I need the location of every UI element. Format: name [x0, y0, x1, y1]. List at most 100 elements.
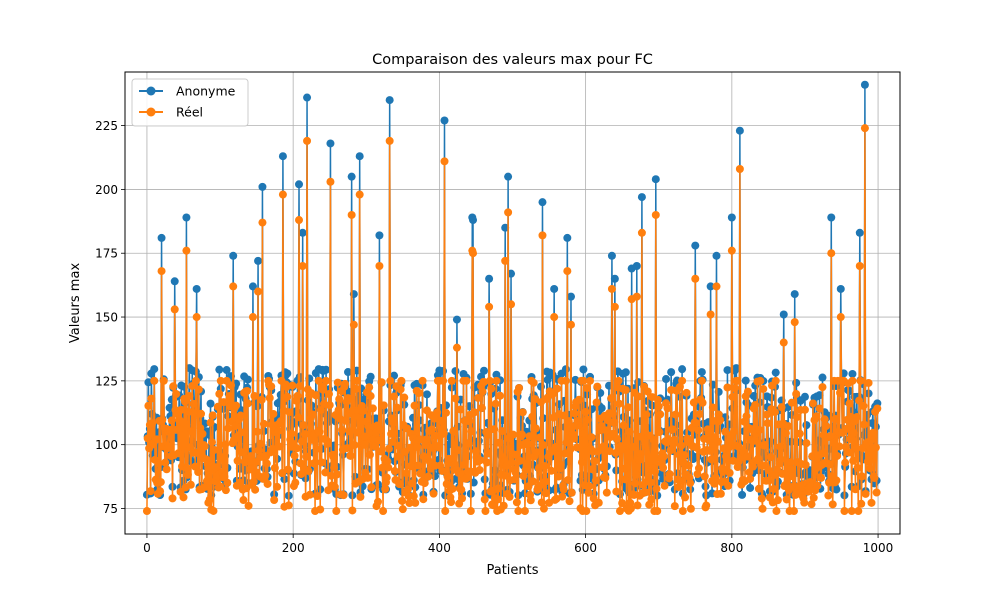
- data-point: [741, 376, 750, 385]
- data-point: [634, 392, 643, 401]
- data-point: [815, 391, 824, 400]
- data-point: [225, 391, 234, 400]
- data-point: [856, 376, 865, 385]
- data-point: [562, 438, 571, 447]
- data-point: [651, 210, 660, 219]
- data-point: [711, 473, 720, 482]
- data-point: [254, 256, 263, 265]
- data-point: [514, 507, 523, 516]
- data-point: [795, 429, 804, 438]
- data-point: [326, 139, 335, 148]
- data-point: [406, 462, 415, 471]
- data-point: [221, 486, 230, 495]
- data-point: [772, 507, 781, 516]
- data-point: [324, 390, 333, 399]
- data-point: [485, 302, 494, 311]
- data-point: [575, 443, 584, 452]
- data-point: [615, 507, 624, 516]
- data-point: [822, 422, 831, 431]
- data-point: [512, 450, 521, 459]
- data-point: [667, 368, 676, 377]
- data-point: [512, 498, 521, 507]
- data-point: [232, 401, 241, 410]
- data-point: [826, 432, 835, 441]
- data-point: [348, 506, 357, 515]
- data-point: [283, 392, 292, 401]
- data-point: [598, 463, 607, 472]
- data-point: [706, 310, 715, 319]
- data-point: [376, 447, 385, 456]
- data-point: [566, 292, 575, 301]
- data-point: [619, 421, 628, 430]
- data-point: [464, 439, 473, 448]
- data-point: [670, 436, 679, 445]
- data-point: [434, 443, 443, 452]
- data-point: [256, 439, 265, 448]
- data-point: [192, 284, 201, 293]
- data-point: [662, 375, 671, 384]
- data-point: [607, 284, 616, 293]
- data-point: [229, 251, 238, 260]
- data-point: [329, 452, 338, 461]
- data-point: [692, 443, 701, 452]
- data-point: [489, 501, 498, 510]
- data-point: [556, 460, 565, 469]
- data-point: [265, 394, 274, 402]
- data-point: [253, 427, 262, 436]
- data-point: [537, 498, 546, 507]
- data-point: [691, 241, 700, 250]
- data-point: [440, 157, 449, 166]
- data-point: [626, 504, 635, 513]
- data-point: [414, 461, 423, 470]
- data-point: [213, 402, 222, 411]
- data-point: [618, 499, 627, 508]
- data-point: [375, 231, 384, 240]
- data-point: [594, 447, 603, 456]
- data-point: [480, 495, 489, 504]
- data-point: [215, 365, 224, 374]
- data-point: [584, 488, 593, 497]
- data-point: [162, 465, 171, 474]
- data-point: [398, 496, 407, 505]
- data-point: [746, 474, 755, 483]
- data-point: [551, 443, 560, 452]
- data-point: [746, 483, 755, 492]
- data-point: [523, 459, 532, 468]
- data-point: [295, 216, 304, 225]
- data-point: [144, 401, 153, 410]
- data-point: [422, 390, 431, 399]
- data-point: [403, 485, 412, 494]
- data-point: [654, 402, 663, 411]
- data-point: [629, 490, 638, 499]
- data-point: [325, 401, 334, 410]
- data-point: [161, 458, 170, 467]
- data-point: [276, 417, 285, 426]
- data-point: [322, 376, 331, 385]
- data-point: [864, 378, 873, 387]
- data-point: [704, 428, 713, 437]
- data-point: [792, 378, 801, 387]
- data-point: [262, 459, 271, 468]
- data-point: [381, 484, 390, 493]
- data-point: [278, 152, 287, 161]
- data-point: [851, 485, 860, 494]
- data-point: [379, 401, 388, 410]
- data-point: [441, 408, 450, 417]
- legend-marker-anonyme: [146, 86, 156, 96]
- data-point: [484, 449, 493, 458]
- data-point: [519, 471, 528, 480]
- data-point: [520, 507, 529, 516]
- data-point: [721, 427, 730, 436]
- data-point: [303, 93, 312, 102]
- data-point: [792, 413, 801, 422]
- data-point: [386, 376, 395, 385]
- data-point: [504, 208, 513, 217]
- data-point: [510, 475, 519, 484]
- data-point: [243, 399, 252, 408]
- data-point: [270, 496, 279, 504]
- data-point: [330, 463, 339, 472]
- data-point: [285, 408, 294, 417]
- data-point: [157, 233, 166, 242]
- data-point: [304, 466, 313, 475]
- data-point: [623, 463, 632, 472]
